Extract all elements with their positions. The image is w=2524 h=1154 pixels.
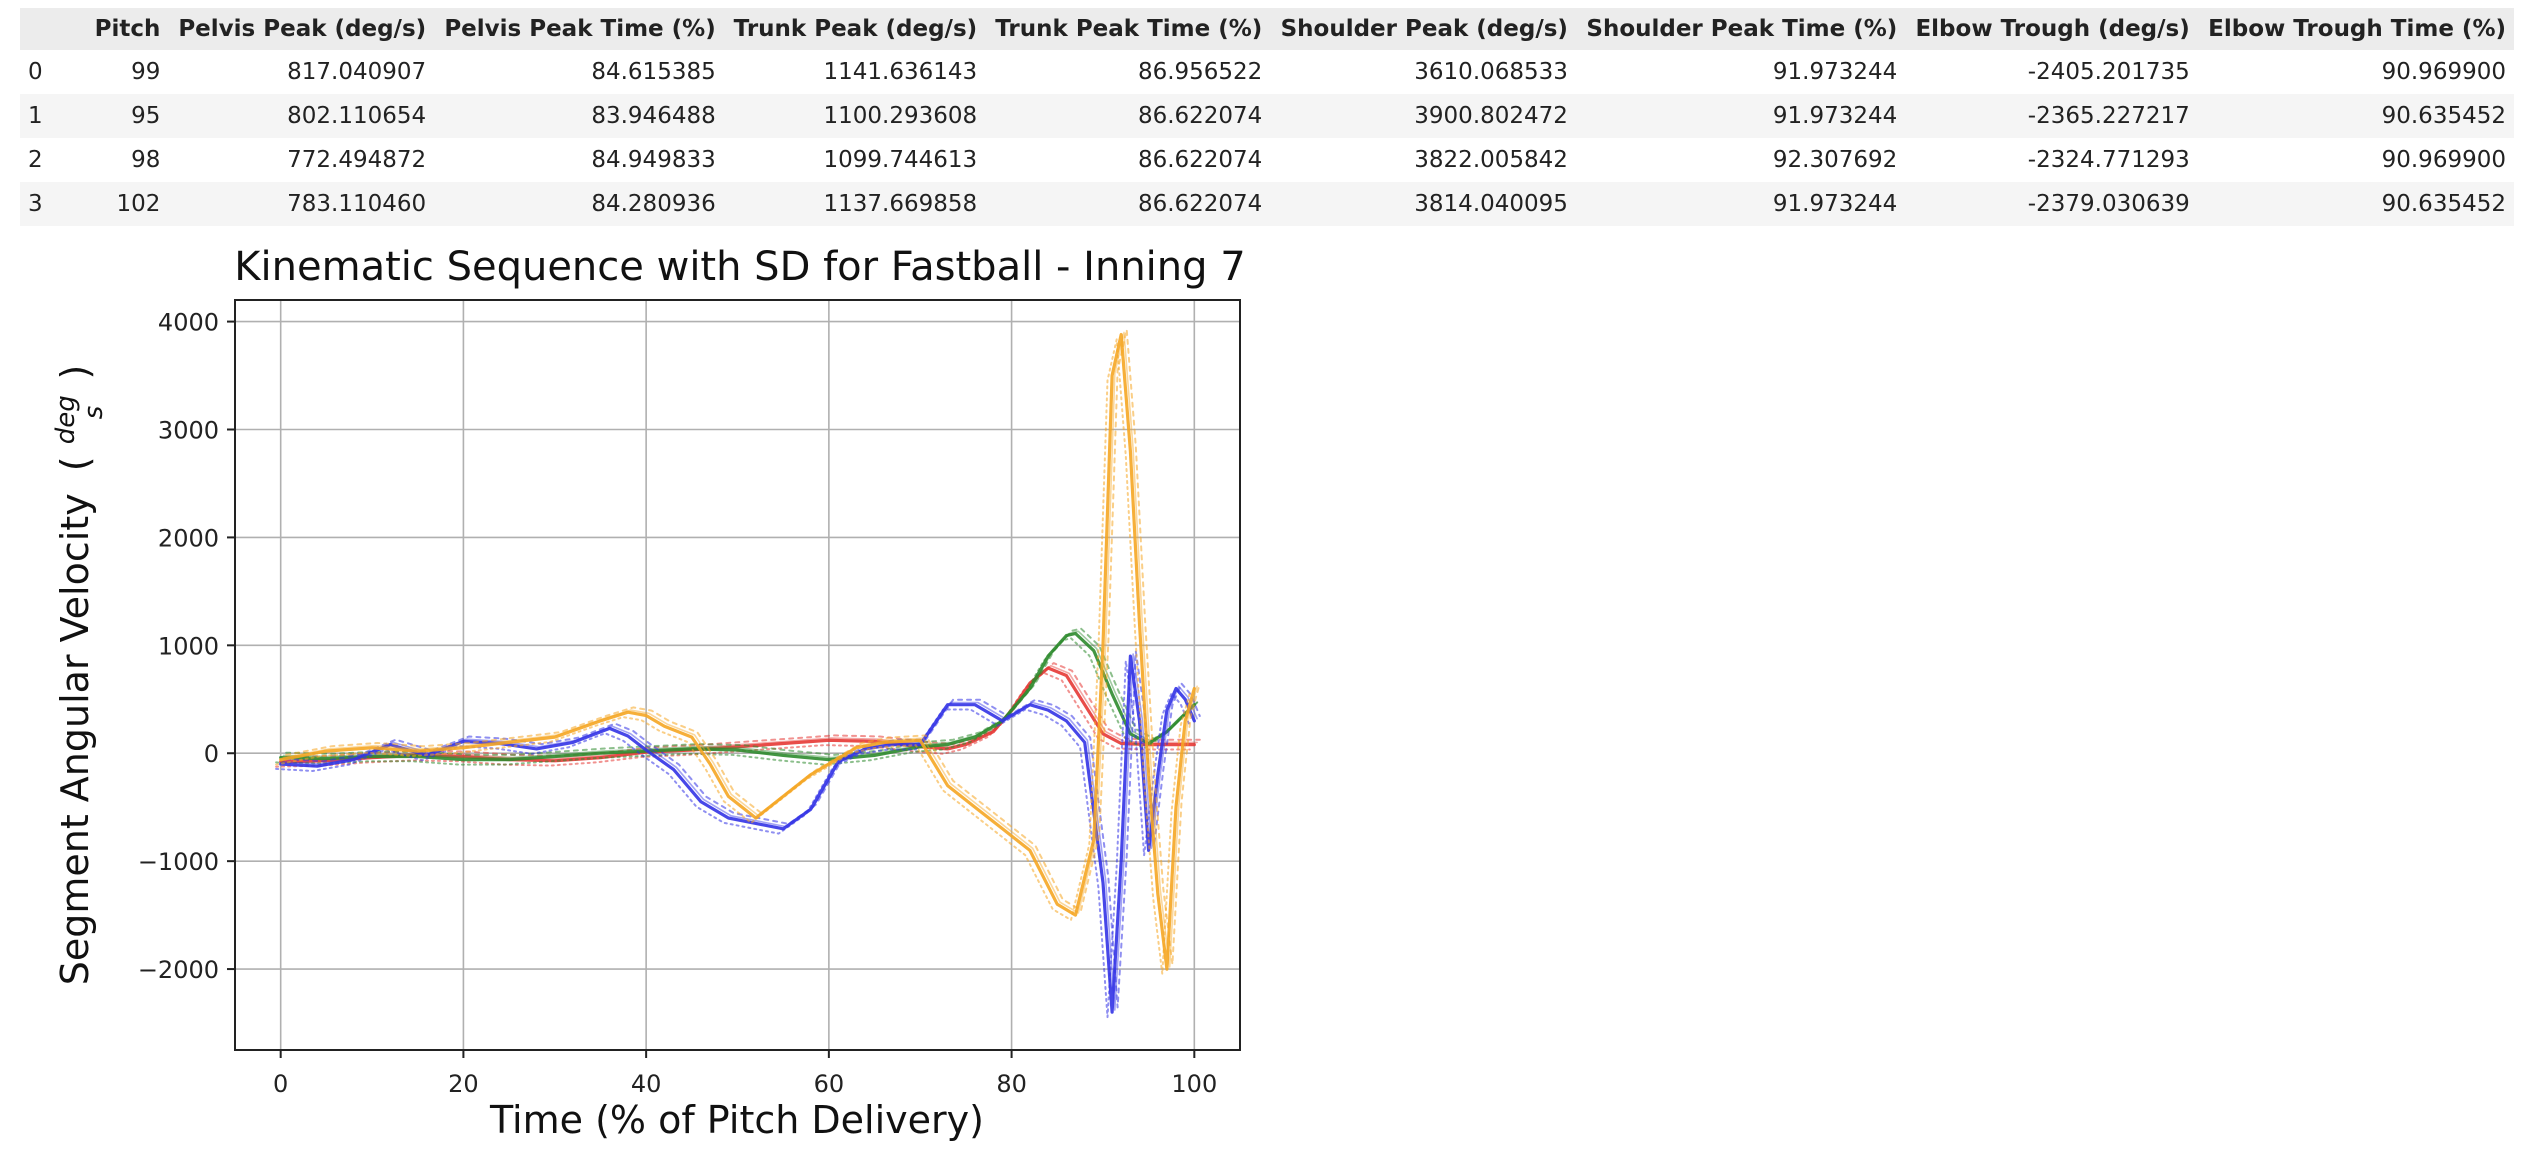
cell-pelvis-peak-time: 84.615385 [434, 50, 724, 94]
column-header-trunk-peak: Trunk Peak (deg/s) [723, 8, 986, 50]
y-tick-label: 3000 [158, 416, 219, 444]
x-axis-label: Time (% of Pitch Delivery) [489, 1098, 984, 1142]
dataframe-table: Pitch Pelvis Peak (deg/s) Pelvis Peak Ti… [20, 8, 2514, 226]
cell-elbow-trough-time: 90.969900 [2197, 50, 2514, 94]
y-axis-unit-numerator: deg [51, 395, 81, 444]
x-tick-label: 40 [631, 1070, 662, 1098]
x-tick-labels: 0 20 40 60 80 100 [273, 1070, 1217, 1098]
y-axis-label-text: Segment Angular Velocity [53, 493, 97, 985]
cell-trunk-peak-time: 86.622074 [985, 138, 1271, 182]
table-row: 0 99 817.040907 84.615385 1141.636143 86… [20, 50, 2514, 94]
y-tick-label: −1000 [138, 848, 219, 876]
cell-elbow-trough-time: 90.635452 [2197, 182, 2514, 226]
y-tick-label: 0 [204, 740, 219, 768]
series-mean-line [279, 654, 1196, 1014]
column-header-trunk-peak-time: Trunk Peak Time (%) [985, 8, 1271, 50]
series-sd-upper-line [285, 650, 1201, 1009]
column-header-pelvis-peak: Pelvis Peak (deg/s) [168, 8, 435, 50]
column-header-shoulder-peak-time: Shoulder Peak Time (%) [1575, 8, 1906, 50]
y-tick-label: 2000 [158, 524, 219, 552]
cell-elbow-trough: -2324.771293 [1905, 138, 2198, 182]
cell-trunk-peak: 1100.293608 [723, 94, 986, 138]
series-sd-upper-line [285, 328, 1201, 966]
y-tick-label: −2000 [138, 956, 219, 984]
series-trial-line [282, 331, 1198, 968]
y-axis-label: Segment Angular Velocity ( deg s ) [39, 365, 111, 986]
series-mean-line [279, 631, 1196, 762]
y-axis-unit-denominator: s [79, 406, 109, 420]
table-row: 1 95 802.110654 83.946488 1100.293608 86… [20, 94, 2514, 138]
kinematic-sequence-chart: Kinematic Sequence with SD for Fastball … [39, 244, 1246, 1142]
cell-elbow-trough: -2379.030639 [1905, 182, 2198, 226]
series-sd-lower-line [275, 637, 1191, 766]
row-index: 2 [20, 138, 86, 182]
series-sd-upper-line [285, 662, 1201, 758]
cell-pelvis-peak-time: 84.280936 [434, 182, 724, 226]
series-mean-line [279, 332, 1196, 971]
table-row: 3 102 783.110460 84.280936 1137.669858 8… [20, 182, 2514, 226]
column-header-pelvis-peak-time: Pelvis Peak Time (%) [434, 8, 724, 50]
series-mean-line [279, 666, 1196, 764]
cell-trunk-peak: 1141.636143 [723, 50, 986, 94]
cell-elbow-trough: -2365.227217 [1905, 94, 2198, 138]
y-tick-label: 1000 [158, 632, 219, 660]
x-tick-label: 20 [448, 1070, 479, 1098]
column-header-elbow-trough-time: Elbow Trough Time (%) [2197, 8, 2514, 50]
cell-pelvis-peak: 783.110460 [168, 182, 435, 226]
cell-trunk-peak-time: 86.622074 [985, 182, 1271, 226]
x-tick-label: 80 [996, 1070, 1027, 1098]
row-index: 1 [20, 94, 86, 138]
y-axis-label-open-paren: ( [53, 456, 97, 471]
cell-pelvis-peak-time: 83.946488 [434, 94, 724, 138]
cell-shoulder-peak-time: 91.973244 [1575, 94, 1906, 138]
table-header-row: Pitch Pelvis Peak (deg/s) Pelvis Peak Ti… [20, 8, 2514, 50]
cell-pelvis-peak: 772.494872 [168, 138, 435, 182]
cell-pitch: 99 [86, 50, 169, 94]
series-lines [275, 328, 1201, 1019]
chart-title: Kinematic Sequence with SD for Fastball … [234, 244, 1245, 290]
cell-pelvis-peak-time: 84.949833 [434, 138, 724, 182]
row-index: 3 [20, 182, 86, 226]
cell-shoulder-peak-time: 91.973244 [1575, 50, 1906, 94]
x-tick-label: 60 [814, 1070, 845, 1098]
cell-elbow-trough: -2405.201735 [1905, 50, 2198, 94]
cell-trunk-peak-time: 86.956522 [985, 50, 1271, 94]
cell-shoulder-peak-time: 91.973244 [1575, 182, 1906, 226]
column-header-elbow-trough: Elbow Trough (deg/s) [1905, 8, 2198, 50]
cell-trunk-peak: 1137.669858 [723, 182, 986, 226]
series-sd-lower-line [275, 338, 1191, 975]
cell-elbow-trough-time: 90.969900 [2197, 138, 2514, 182]
cell-trunk-peak: 1099.744613 [723, 138, 986, 182]
row-index: 0 [20, 50, 86, 94]
series-sd-lower-line [275, 660, 1191, 1019]
cell-elbow-trough-time: 90.635452 [2197, 94, 2514, 138]
y-tick-labels: 4000 3000 2000 1000 0 −1000 −2000 [138, 309, 219, 984]
cell-pitch: 102 [86, 182, 169, 226]
grid-lines [227, 300, 1240, 1058]
index-header [20, 8, 86, 50]
x-tick-label: 0 [273, 1070, 288, 1098]
series-trial-line [282, 630, 1198, 759]
series-trial-line [282, 653, 1198, 1011]
cell-pitch: 95 [86, 94, 169, 138]
y-axis-label-close-paren: ) [53, 365, 97, 380]
plot-frame [234, 299, 1241, 1051]
cell-shoulder-peak: 3814.040095 [1270, 182, 1576, 226]
column-header-shoulder-peak: Shoulder Peak (deg/s) [1270, 8, 1576, 50]
column-header-pitch: Pitch [86, 8, 169, 50]
cell-shoulder-peak: 3610.068533 [1270, 50, 1576, 94]
cell-trunk-peak-time: 86.622074 [985, 94, 1271, 138]
cell-pitch: 98 [86, 138, 169, 182]
cell-pelvis-peak: 802.110654 [168, 94, 435, 138]
series-sd-upper-line [285, 627, 1201, 756]
y-axis-label-group: Segment Angular Velocity ( deg s ) [39, 365, 111, 986]
y-tick-label: 4000 [158, 309, 219, 337]
cell-shoulder-peak-time: 92.307692 [1575, 138, 1906, 182]
cell-shoulder-peak: 3900.802472 [1270, 94, 1576, 138]
x-tick-label: 100 [1171, 1070, 1217, 1098]
table-row: 2 98 772.494872 84.949833 1099.744613 86… [20, 138, 2514, 182]
cell-pelvis-peak: 817.040907 [168, 50, 435, 94]
cell-shoulder-peak: 3822.005842 [1270, 138, 1576, 182]
